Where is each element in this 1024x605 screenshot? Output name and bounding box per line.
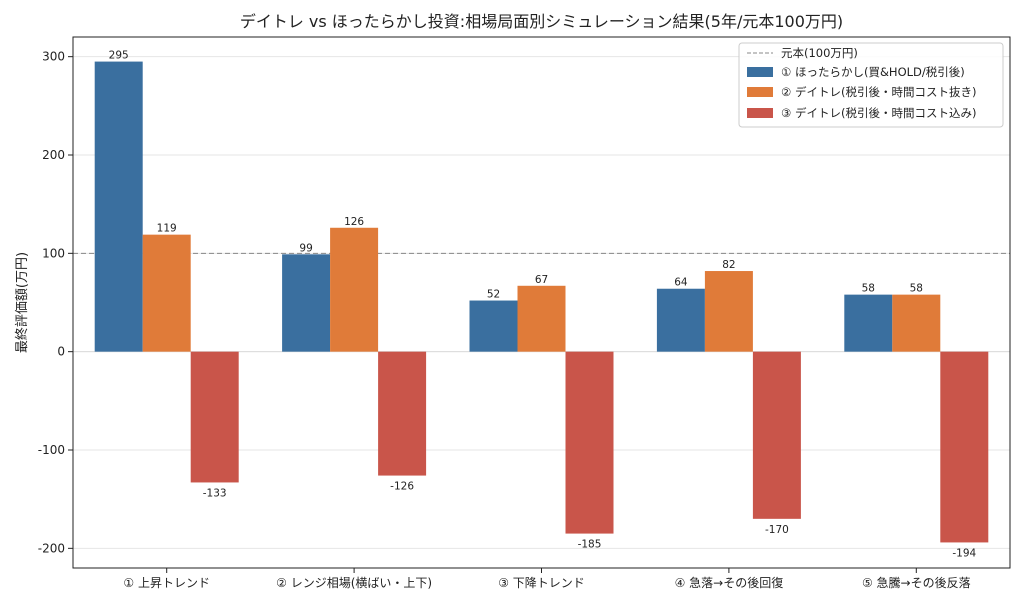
bar <box>704 271 753 352</box>
data-labels: 295 119 -133 99 126 -126 52 67 -185 64 82 -170 58 58 -… <box>109 50 977 560</box>
legend-swatch <box>747 67 773 77</box>
data-label: -133 <box>203 487 227 499</box>
y-tick-label: -200 <box>38 541 65 555</box>
data-label: -126 <box>390 481 414 493</box>
data-label: 82 <box>722 259 735 271</box>
legend-box <box>738 42 1004 128</box>
legend-label: ② デイトレ(税引後・時間コスト抜き) <box>781 85 976 99</box>
y-tick-label: -100 <box>38 443 65 457</box>
axes: -200 -100 0 100 200 300 ① 上昇トレンド ② レンジ相場(横ばい・上下… <box>38 36 1011 590</box>
bar <box>142 234 191 352</box>
chart-title: デイトレ vs ほったらかし投資:相場局面別シミュレーション結果(5年/元本10… <box>240 12 843 31</box>
y-tick-label: 100 <box>42 246 65 260</box>
bar <box>892 294 941 352</box>
data-label: 67 <box>535 274 548 286</box>
data-label: 58 <box>862 283 875 295</box>
bar <box>94 61 143 352</box>
bar <box>656 288 705 352</box>
legend-label-reference: 元本(100万円) <box>781 46 858 60</box>
bar <box>330 227 379 352</box>
bar <box>469 300 518 352</box>
bar <box>378 351 427 476</box>
bar <box>565 351 614 534</box>
data-label: 99 <box>299 242 312 254</box>
data-label: 126 <box>344 216 364 228</box>
bar <box>752 351 801 519</box>
bar <box>517 285 566 352</box>
x-tick-label: ③ 下降トレンド <box>498 576 585 590</box>
y-axis-label: 最終評価額(万円) <box>14 252 30 353</box>
data-label: -185 <box>578 539 602 551</box>
legend-swatch <box>747 108 773 118</box>
x-tick-label: ② レンジ相場(横ばい・上下) <box>276 576 432 590</box>
data-label: 58 <box>910 283 923 295</box>
data-label: 295 <box>109 50 129 62</box>
y-tick-label: 0 <box>57 345 65 359</box>
data-label: -194 <box>952 547 976 559</box>
legend-label: ③ デイトレ(税引後・時間コスト込み) <box>781 106 976 120</box>
legend-label: ① ほったらかし(買&HOLD/税引後) <box>781 65 965 79</box>
x-tick-label: ④ 急落→その後回復 <box>675 575 784 590</box>
bars <box>94 61 989 543</box>
bar <box>940 351 989 543</box>
x-tick-label: ⑤ 急騰→その後反落 <box>862 575 971 590</box>
data-label: 52 <box>487 289 500 301</box>
x-tick-label: ① 上昇トレンド <box>123 576 210 590</box>
data-label: 64 <box>674 277 688 289</box>
y-tick-label: 200 <box>42 148 65 162</box>
bar <box>190 351 239 483</box>
legend-swatch <box>747 87 773 97</box>
data-label: -170 <box>765 524 789 536</box>
data-label: 119 <box>157 223 177 235</box>
legend: 元本(100万円) ① ほったらかし(買&HOLD/税引後) ② デイトレ(税引後・… <box>738 42 1004 128</box>
y-tick-label: 300 <box>42 50 65 64</box>
bar <box>844 294 893 352</box>
plot-frame <box>72 36 1011 569</box>
bar <box>282 254 331 352</box>
